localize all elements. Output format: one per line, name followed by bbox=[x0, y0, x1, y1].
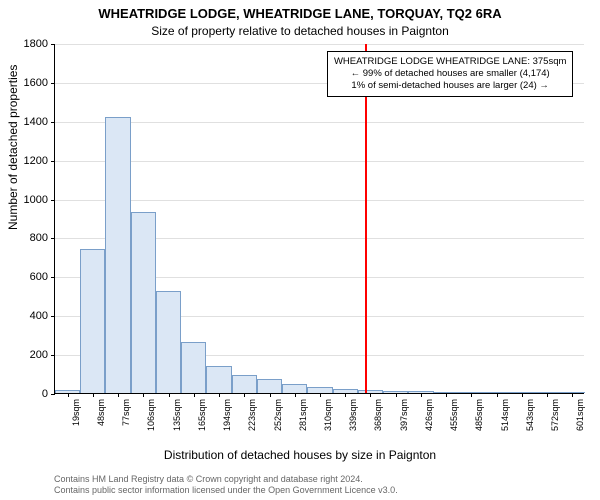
chart-container: WHEATRIDGE LODGE, WHEATRIDGE LANE, TORQU… bbox=[0, 0, 600, 500]
gridline-h bbox=[55, 200, 584, 201]
histogram-bar bbox=[232, 375, 257, 393]
xtick-mark bbox=[396, 393, 397, 397]
ytick-label: 1400 bbox=[8, 116, 48, 128]
xtick-mark bbox=[345, 393, 346, 397]
xtick-label: 514sqm bbox=[500, 399, 510, 431]
ytick-label: 800 bbox=[8, 232, 48, 244]
xtick-label: 77sqm bbox=[121, 399, 131, 426]
ytick-label: 1800 bbox=[8, 38, 48, 50]
xtick-label: 252sqm bbox=[273, 399, 283, 431]
histogram-bar bbox=[80, 249, 105, 393]
histogram-bar bbox=[105, 117, 130, 393]
annotation-box: WHEATRIDGE LODGE WHEATRIDGE LANE: 375sqm… bbox=[327, 51, 573, 97]
xtick-label: 485sqm bbox=[474, 399, 484, 431]
xtick-label: 397sqm bbox=[399, 399, 409, 431]
xtick-mark bbox=[295, 393, 296, 397]
xtick-label: 281sqm bbox=[298, 399, 308, 431]
xtick-label: 339sqm bbox=[348, 399, 358, 431]
chart-title-sub: Size of property relative to detached ho… bbox=[0, 24, 600, 38]
annotation-line-3: 1% of semi-detached houses are larger (2… bbox=[334, 80, 566, 92]
histogram-bar bbox=[156, 291, 181, 393]
histogram-bar bbox=[181, 342, 206, 393]
ytick-mark bbox=[51, 83, 55, 84]
histogram-bar bbox=[282, 384, 307, 393]
xtick-mark bbox=[68, 393, 69, 397]
xtick-label: 572sqm bbox=[550, 399, 560, 431]
ytick-mark bbox=[51, 44, 55, 45]
xtick-label: 135sqm bbox=[172, 399, 182, 431]
ytick-label: 400 bbox=[8, 310, 48, 322]
xtick-label: 48sqm bbox=[96, 399, 106, 426]
ytick-label: 1200 bbox=[8, 155, 48, 167]
ytick-mark bbox=[51, 355, 55, 356]
ytick-label: 600 bbox=[8, 271, 48, 283]
xtick-mark bbox=[421, 393, 422, 397]
footer-attribution: Contains HM Land Registry data © Crown c… bbox=[54, 474, 398, 496]
xtick-mark bbox=[194, 393, 195, 397]
gridline-h bbox=[55, 44, 584, 45]
histogram-bar bbox=[131, 212, 156, 393]
ytick-mark bbox=[51, 394, 55, 395]
xtick-mark bbox=[93, 393, 94, 397]
annotation-line-2: ← 99% of detached houses are smaller (4,… bbox=[334, 68, 566, 80]
ytick-mark bbox=[51, 161, 55, 162]
xtick-label: 165sqm bbox=[197, 399, 207, 431]
xtick-label: 455sqm bbox=[449, 399, 459, 431]
gridline-h bbox=[55, 122, 584, 123]
ytick-label: 1000 bbox=[8, 194, 48, 206]
xtick-mark bbox=[143, 393, 144, 397]
xtick-mark bbox=[446, 393, 447, 397]
xtick-mark bbox=[522, 393, 523, 397]
ytick-mark bbox=[51, 200, 55, 201]
xtick-mark bbox=[547, 393, 548, 397]
ytick-label: 1600 bbox=[8, 77, 48, 89]
annotation-line-1: WHEATRIDGE LODGE WHEATRIDGE LANE: 375sqm bbox=[334, 56, 566, 68]
xtick-mark bbox=[118, 393, 119, 397]
plot-area: 19sqm48sqm77sqm106sqm135sqm165sqm194sqm2… bbox=[54, 44, 584, 394]
xtick-label: 106sqm bbox=[146, 399, 156, 431]
xtick-label: 19sqm bbox=[71, 399, 81, 426]
chart-title-main: WHEATRIDGE LODGE, WHEATRIDGE LANE, TORQU… bbox=[0, 6, 600, 21]
ytick-mark bbox=[51, 316, 55, 317]
xtick-label: 194sqm bbox=[222, 399, 232, 431]
ytick-mark bbox=[51, 277, 55, 278]
xtick-mark bbox=[219, 393, 220, 397]
xtick-label: 310sqm bbox=[323, 399, 333, 431]
xtick-label: 543sqm bbox=[525, 399, 535, 431]
xtick-mark bbox=[471, 393, 472, 397]
xtick-mark bbox=[497, 393, 498, 397]
histogram-bar bbox=[257, 379, 282, 393]
xtick-label: 426sqm bbox=[424, 399, 434, 431]
xtick-mark bbox=[370, 393, 371, 397]
xtick-mark bbox=[320, 393, 321, 397]
histogram-bar bbox=[206, 366, 231, 393]
xtick-label: 223sqm bbox=[247, 399, 257, 431]
xtick-label: 601sqm bbox=[575, 399, 585, 431]
xtick-mark bbox=[244, 393, 245, 397]
ytick-label: 0 bbox=[8, 388, 48, 400]
xtick-label: 368sqm bbox=[373, 399, 383, 431]
ytick-mark bbox=[51, 238, 55, 239]
footer-line-1: Contains HM Land Registry data © Crown c… bbox=[54, 474, 398, 485]
x-axis-label: Distribution of detached houses by size … bbox=[0, 448, 600, 462]
ytick-label: 200 bbox=[8, 349, 48, 361]
xtick-mark bbox=[572, 393, 573, 397]
xtick-mark bbox=[270, 393, 271, 397]
gridline-h bbox=[55, 161, 584, 162]
ytick-mark bbox=[51, 122, 55, 123]
footer-line-2: Contains public sector information licen… bbox=[54, 485, 398, 496]
xtick-mark bbox=[169, 393, 170, 397]
